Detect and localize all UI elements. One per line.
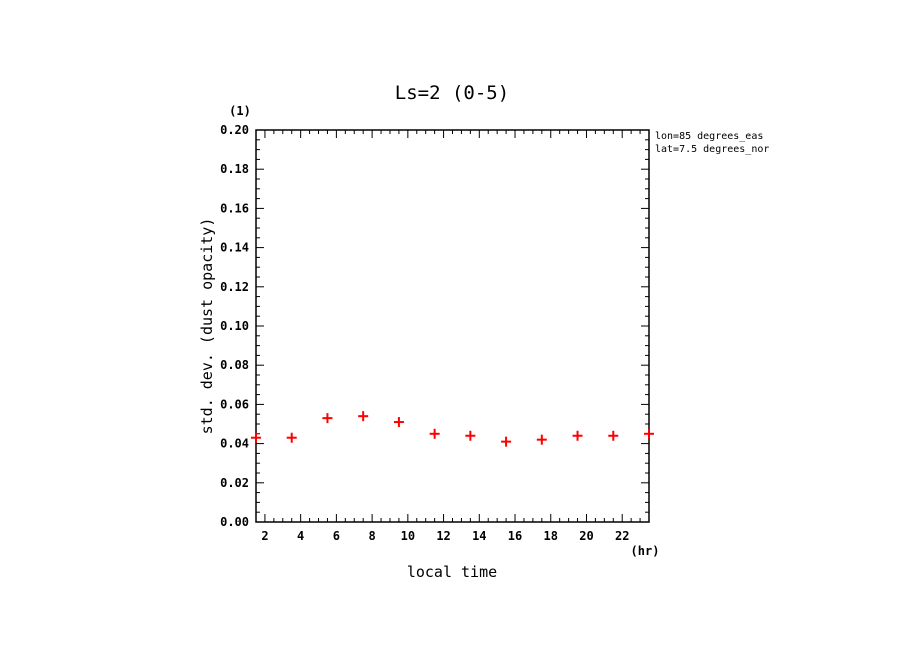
x-tick-label: 2 [261,529,268,543]
x-tick-label: 8 [368,529,375,543]
data-point [644,428,654,439]
y-axis-label: std. dev. (dust opacity) [198,218,216,435]
data-point [536,434,547,445]
x-axis-label: local time [407,563,497,581]
x-tick-label: 12 [436,529,450,543]
data-point [358,411,369,422]
x-tick-label: 16 [508,529,522,543]
y-tick-label: 0.18 [220,162,249,176]
x-tick-label: 22 [615,529,629,543]
y-tick-label: 0.08 [220,358,249,372]
data-point [608,430,619,441]
y-tick-label: 0.00 [220,515,249,529]
y-tick-label: 0.12 [220,280,249,294]
annotation-lat: lat=7.5 degrees_nor [655,144,769,155]
x-tick-label: 14 [472,529,486,543]
data-point [393,417,404,428]
x-tick-label: 18 [544,529,558,543]
x-tick-label: 20 [579,529,593,543]
data-point [286,432,297,443]
y-tick-label: 0.02 [220,476,249,490]
x-tick-label: 6 [333,529,340,543]
data-point [429,428,440,439]
data-point [465,430,476,441]
data-point [501,436,512,447]
data-point [572,430,583,441]
y-tick-label: 0.20 [220,123,249,137]
x-tick-label: 4 [297,529,304,543]
plot-frame [255,129,650,523]
y-tick-label: 0.06 [220,397,249,411]
y-tick-label: 0.10 [220,319,249,333]
y-tick-label: 0.14 [220,241,249,255]
x-unit-label: (hr) [631,544,660,558]
chart-title: Ls=2 (0-5) [395,82,509,104]
y-tick-label: 0.04 [220,437,249,451]
y-unit-label: (1) [229,104,251,118]
y-tick-label: 0.16 [220,201,249,215]
data-point [251,432,261,443]
annotation-lon: lon=85 degrees_eas [655,131,763,142]
x-tick-label: 10 [401,529,415,543]
data-point [322,413,333,424]
